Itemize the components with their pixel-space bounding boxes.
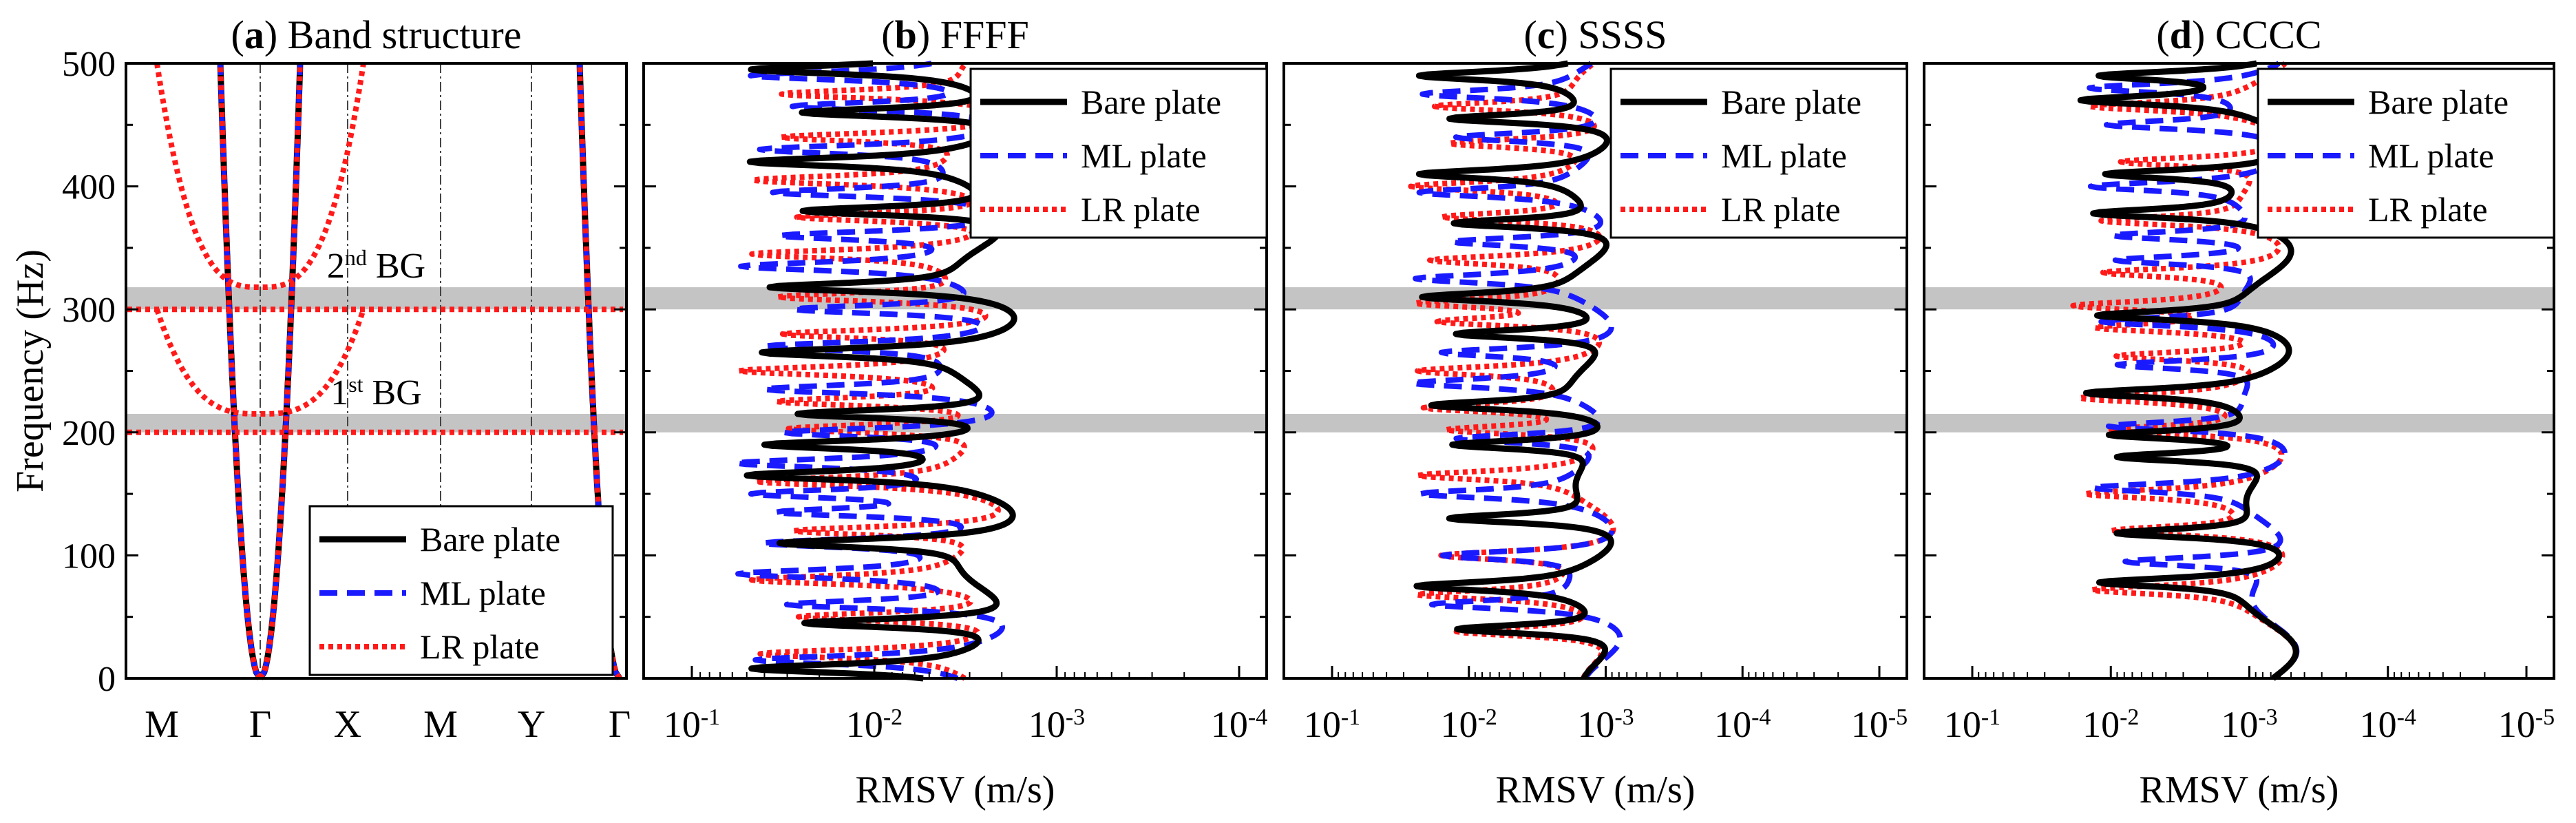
plot-frame — [125, 62, 628, 680]
rmsv-curve-bare — [743, 60, 1017, 682]
legend-label: ML plate — [420, 574, 546, 612]
band-curve — [577, 63, 622, 680]
band-curve — [257, 63, 303, 680]
x-tick-label: 10-2 — [2082, 704, 2139, 745]
legend-label: Bare plate — [420, 520, 560, 559]
band-gap-shade — [126, 287, 626, 310]
k-point-label: Y — [518, 703, 545, 746]
x-axis-label: RMSV (m/s) — [2140, 769, 2339, 811]
k-point-label: X — [334, 703, 361, 746]
panel-title: (a) Band structure — [231, 12, 522, 57]
band-curve — [577, 63, 622, 680]
panel-title: (b) FFFF — [881, 12, 1028, 57]
x-tick-label: 10-1 — [664, 704, 720, 745]
x-tick-label: 10-3 — [1028, 704, 1085, 745]
panel-b: (b) FFFF 10-1 10-2 10-3 10-4 RMSV (m/s) Bare p… — [642, 12, 1268, 811]
lr-bowl-band — [154, 308, 366, 417]
y-tick-label: 100 — [62, 536, 116, 576]
band-curve — [218, 63, 263, 680]
plot-frame — [642, 62, 1268, 680]
x-tick-label: 10-4 — [2360, 704, 2416, 745]
rmsv-curve-bare — [2077, 60, 2299, 681]
x-tick-label: 10-4 — [1714, 704, 1771, 745]
k-point-label: M — [423, 703, 458, 746]
band-gap-label: 1st BG — [330, 372, 422, 413]
legend-label: LR plate — [420, 627, 540, 666]
x-tick-label: 10-1 — [1944, 704, 2000, 745]
legend: Bare plate ML plate LR plate — [969, 67, 1268, 239]
y-tick-label: 400 — [62, 168, 116, 207]
x-tick-label: 10-2 — [1441, 704, 1497, 745]
k-point-label: M — [145, 703, 179, 746]
y-axis-label: Frequency (Hz) — [9, 249, 52, 492]
panel-c: (c) SSSS 10-1 10-2 10-3 10-4 10-5 RMSV (m/s) Ba… — [1282, 12, 1908, 811]
x-tick-label: 10-3 — [1577, 704, 1634, 745]
legend-label: LR plate — [1721, 190, 1841, 229]
lr-bowl-band — [154, 63, 366, 291]
plot-frame — [1923, 62, 2555, 680]
band-curve — [257, 63, 303, 680]
legend: Bare plate ML plate LR plate — [2257, 67, 2555, 239]
rmsv-curve-ml — [1409, 61, 1623, 680]
panel-a: (a) Band structure M Γ X M Y Γ 1st BG 2nd BG Bare… — [125, 12, 631, 746]
legend: Bare plate ML plate LR plate — [308, 505, 614, 676]
band-curve — [257, 63, 304, 680]
legend-label: ML plate — [2368, 136, 2494, 175]
x-tick-label: 10-4 — [1211, 704, 1267, 745]
panel-title: (d) CCCC — [2156, 12, 2321, 57]
rmsv-curve-ml — [733, 61, 1005, 681]
band-gap-shade — [1284, 287, 1907, 310]
legend-label: ML plate — [1721, 136, 1847, 175]
x-tick-label: 10-3 — [2221, 704, 2277, 745]
plot-frame — [1282, 62, 1908, 680]
y-tick-label: 200 — [62, 414, 116, 453]
rmsv-curve-bare — [1413, 60, 1614, 680]
legend-label: LR plate — [2368, 190, 2488, 229]
x-axis-label: RMSV (m/s) — [856, 769, 1055, 811]
band-gap-label: 2nd BG — [327, 245, 425, 286]
legend-label: ML plate — [1081, 136, 1207, 175]
k-point-label: Γ — [249, 703, 271, 746]
x-tick-label: 10-2 — [846, 704, 902, 745]
legend: Bare plate ML plate LR plate — [1609, 67, 1908, 239]
x-axis-label: RMSV (m/s) — [1496, 769, 1696, 811]
legend-label: Bare plate — [2368, 83, 2509, 121]
band-gap-shade — [126, 414, 626, 433]
k-point-label: Γ — [609, 703, 631, 746]
legend-label: Bare plate — [1081, 83, 1221, 121]
legend-label: Bare plate — [1721, 83, 1861, 121]
y-tick-label: 0 — [98, 660, 116, 699]
y-tick-label: 300 — [62, 291, 116, 330]
panel-d: (d) CCCC 10-1 10-2 10-3 10-4 10-5 RMSV (m/s) Ba… — [1923, 12, 2555, 811]
rmsv-curve-lr — [2070, 61, 2299, 681]
band-curve — [218, 63, 263, 680]
x-tick-label: 10-1 — [1304, 704, 1360, 745]
y-tick-label: 500 — [62, 45, 116, 84]
x-tick-label: 10-5 — [1851, 704, 1908, 745]
panel-title: (c) SSSS — [1524, 12, 1667, 57]
x-tick-label: 10-5 — [2498, 704, 2555, 745]
legend-label: LR plate — [1081, 190, 1201, 229]
band-curve — [217, 63, 263, 680]
